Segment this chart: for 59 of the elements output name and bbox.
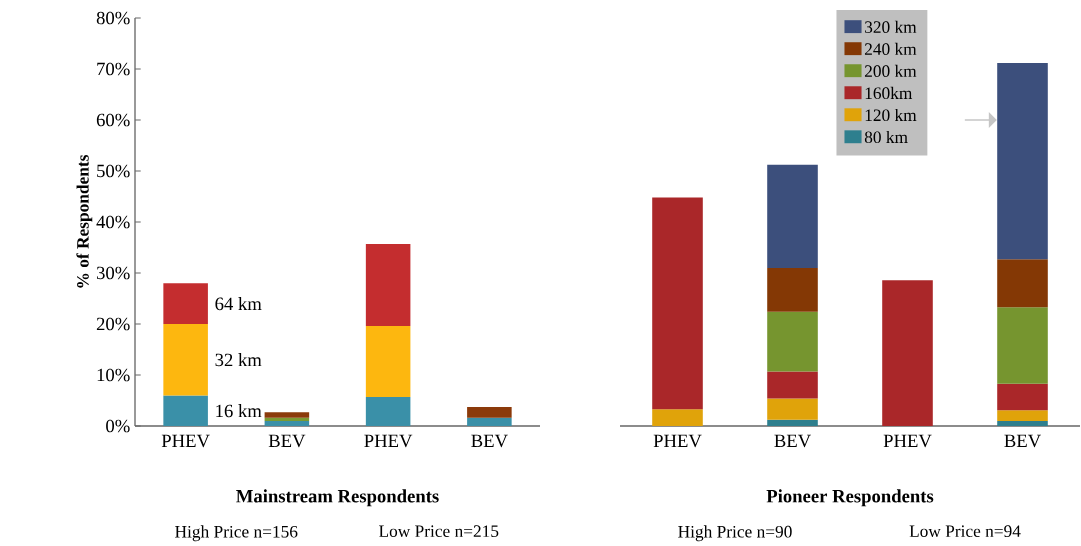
- bar: [767, 268, 818, 312]
- y-tick-label: 80%: [96, 11, 130, 25]
- bar: [882, 280, 933, 427]
- y-tick-label: 60%: [96, 113, 130, 127]
- bar: [767, 165, 818, 269]
- bar: [467, 418, 512, 427]
- bar: [467, 407, 512, 419]
- y-tick-label: 50%: [97, 164, 130, 178]
- y-tick-label: 30%: [96, 266, 130, 280]
- bar: [652, 409, 703, 427]
- bar: [652, 197, 703, 410]
- bar: [365, 244, 411, 327]
- bar: [997, 410, 1048, 422]
- bar: [264, 412, 310, 419]
- x-tick-label: BEV: [1004, 434, 1041, 448]
- x-tick-label: PHEV: [883, 434, 932, 448]
- bar: [264, 421, 310, 427]
- bar: [767, 311, 818, 372]
- series-label: 16 km: [216, 404, 262, 418]
- bar: [997, 259, 1048, 308]
- series-label: 32 km: [215, 353, 262, 367]
- x-tick-label: PHEV: [364, 434, 413, 448]
- bar: [264, 418, 310, 422]
- series-label: 64 km: [215, 297, 262, 311]
- bar: [163, 283, 208, 325]
- y-axis-title: % of Respondents: [76, 155, 93, 288]
- bar: [767, 371, 818, 399]
- bar: [997, 421, 1048, 427]
- y-tick-label: 70%: [97, 62, 130, 76]
- x-tick-label: PHEV: [653, 434, 702, 448]
- text: Low Price n=94: [909, 525, 1021, 538]
- legend-label: 200 km: [864, 65, 917, 78]
- legend-label: 80 km: [864, 131, 908, 144]
- text: High Price n=156: [175, 525, 298, 542]
- x-tick-label: BEV: [471, 434, 508, 448]
- bar: [767, 420, 818, 427]
- y-tick-label: 0%: [106, 419, 130, 433]
- bar: [365, 326, 411, 398]
- x-tick-label: BEV: [268, 434, 306, 448]
- legend-label: 120 km: [865, 109, 917, 122]
- x-axis-title: Pioneer Respondents: [766, 489, 934, 507]
- bar: [767, 398, 818, 421]
- legend-label: 240 km: [864, 43, 917, 56]
- x-axis-title: Mainstream Respondents: [236, 489, 439, 507]
- text: High Price n=90: [678, 525, 792, 542]
- x-tick-label: PHEV: [161, 434, 210, 448]
- bar: [163, 395, 208, 427]
- y-tick-label: 20%: [96, 317, 130, 331]
- x-tick-label: BEV: [774, 434, 811, 448]
- y-tick-label: 40%: [96, 215, 130, 229]
- text: Low Price n=215: [379, 525, 499, 538]
- bar: [365, 397, 411, 427]
- bar: [997, 383, 1048, 411]
- bar: [997, 63, 1048, 260]
- bar: [163, 324, 208, 396]
- legend-label: 160km: [865, 87, 913, 100]
- legend-label: 320 km: [865, 20, 917, 34]
- bar: [997, 307, 1048, 384]
- y-tick-label: 10%: [97, 368, 130, 382]
